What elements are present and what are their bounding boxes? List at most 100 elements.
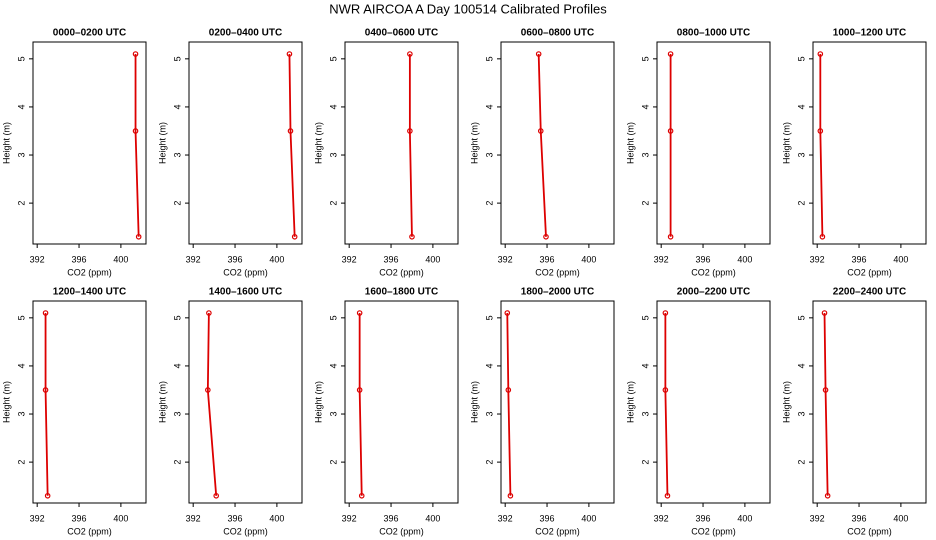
y-axis-label: Height (m) [781, 122, 791, 164]
y-tick-label: 5 [796, 56, 806, 61]
y-tick-label: 2 [172, 460, 182, 465]
profile-line [408, 54, 413, 237]
data-point [409, 233, 415, 240]
data-point [213, 492, 220, 499]
x-tick-label: 400 [581, 513, 596, 523]
y-tick-label: 4 [484, 104, 494, 109]
y-tick-label: 3 [328, 412, 338, 417]
panel-title: 1600–1800 UTC [365, 287, 438, 298]
y-tick-label: 5 [172, 56, 182, 61]
x-axis-label: CO2 (ppm) [847, 267, 892, 277]
x-tick-label: 392 [498, 513, 513, 523]
profile-line [206, 313, 218, 496]
x-tick-label: 396 [228, 513, 243, 523]
data-point [407, 128, 413, 134]
data-point [537, 128, 544, 134]
data-point [535, 51, 542, 57]
y-tick-label: 5 [328, 56, 338, 61]
x-tick-label: 396 [696, 254, 711, 264]
data-point [817, 51, 824, 57]
x-axis-label: CO2 (ppm) [691, 526, 736, 536]
y-tick-label: 5 [484, 315, 494, 320]
y-tick-label: 4 [640, 104, 650, 109]
x-tick-label: 400 [893, 513, 908, 523]
x-tick-label: 392 [810, 254, 825, 264]
panel-title: 1000–1200 UTC [833, 28, 906, 39]
data-point [205, 387, 211, 393]
data-point [819, 233, 826, 240]
y-axis-label: Height (m) [469, 381, 479, 423]
y-tick-label: 3 [172, 153, 182, 158]
x-tick-label: 400 [113, 513, 128, 523]
x-tick-label: 392 [498, 254, 513, 264]
x-tick-label: 392 [186, 513, 201, 523]
x-tick-label: 400 [737, 254, 752, 264]
data-point [291, 233, 298, 240]
y-tick-label: 3 [640, 153, 650, 158]
y-tick-label: 4 [16, 363, 26, 368]
y-tick-label: 4 [328, 104, 338, 109]
x-tick-label: 400 [425, 513, 440, 523]
x-tick-label: 392 [342, 513, 357, 523]
y-tick-label: 3 [796, 153, 806, 158]
x-tick-label: 400 [581, 254, 596, 264]
x-axis-label: CO2 (ppm) [223, 267, 268, 277]
data-point [135, 233, 142, 240]
y-tick-label: 5 [640, 315, 650, 320]
y-axis-label: Height (m) [781, 381, 791, 423]
x-axis-label: CO2 (ppm) [847, 526, 892, 536]
y-tick-label: 2 [796, 460, 806, 465]
y-tick-label: 2 [16, 460, 26, 465]
x-tick-label: 400 [893, 254, 908, 264]
figure-title: NWR AIRCOA A Day 100514 Calibrated Profi… [329, 1, 607, 16]
y-tick-label: 5 [16, 56, 26, 61]
profile-line [537, 53, 547, 237]
x-axis-label: CO2 (ppm) [535, 526, 580, 536]
x-tick-label: 396 [852, 254, 867, 264]
plot-frame [500, 41, 615, 245]
panel-title: 1800–2000 UTC [521, 287, 594, 298]
y-tick-label: 2 [328, 201, 338, 206]
panel-title: 0200–0400 UTC [209, 28, 282, 39]
data-point [667, 51, 674, 57]
data-point [662, 310, 669, 316]
y-axis-label: Height (m) [1, 381, 11, 423]
x-tick-label: 396 [696, 513, 711, 523]
plot-frame [812, 300, 927, 504]
profile-line [288, 54, 296, 237]
data-point [407, 51, 413, 57]
data-point [358, 492, 365, 499]
y-axis-label: Height (m) [625, 381, 635, 423]
data-point [132, 128, 139, 134]
profile-line [823, 313, 829, 496]
data-point [132, 51, 139, 57]
y-tick-label: 4 [172, 363, 182, 368]
y-tick-label: 2 [328, 460, 338, 465]
y-tick-label: 4 [328, 363, 338, 368]
data-point [667, 128, 674, 134]
data-point [822, 387, 829, 393]
y-tick-label: 3 [484, 153, 494, 158]
y-tick-label: 5 [484, 56, 494, 61]
x-axis-label: CO2 (ppm) [379, 267, 424, 277]
y-tick-label: 2 [640, 201, 650, 206]
y-tick-label: 4 [640, 363, 650, 368]
plot-frame [344, 300, 459, 504]
x-tick-label: 392 [810, 513, 825, 523]
panel-title: 2200–2400 UTC [833, 287, 906, 298]
y-tick-label: 3 [16, 412, 26, 417]
data-point [42, 387, 49, 393]
y-tick-label: 4 [484, 363, 494, 368]
x-tick-label: 392 [654, 254, 669, 264]
x-tick-label: 400 [269, 513, 284, 523]
y-tick-label: 4 [172, 104, 182, 109]
plot-frame [32, 300, 147, 504]
data-point [824, 492, 831, 499]
y-tick-label: 5 [328, 315, 338, 320]
panel-title: 1400–1600 UTC [209, 287, 282, 298]
y-tick-label: 5 [796, 315, 806, 320]
x-axis-label: CO2 (ppm) [67, 526, 112, 536]
y-tick-label: 3 [16, 153, 26, 158]
x-tick-label: 396 [228, 254, 243, 264]
